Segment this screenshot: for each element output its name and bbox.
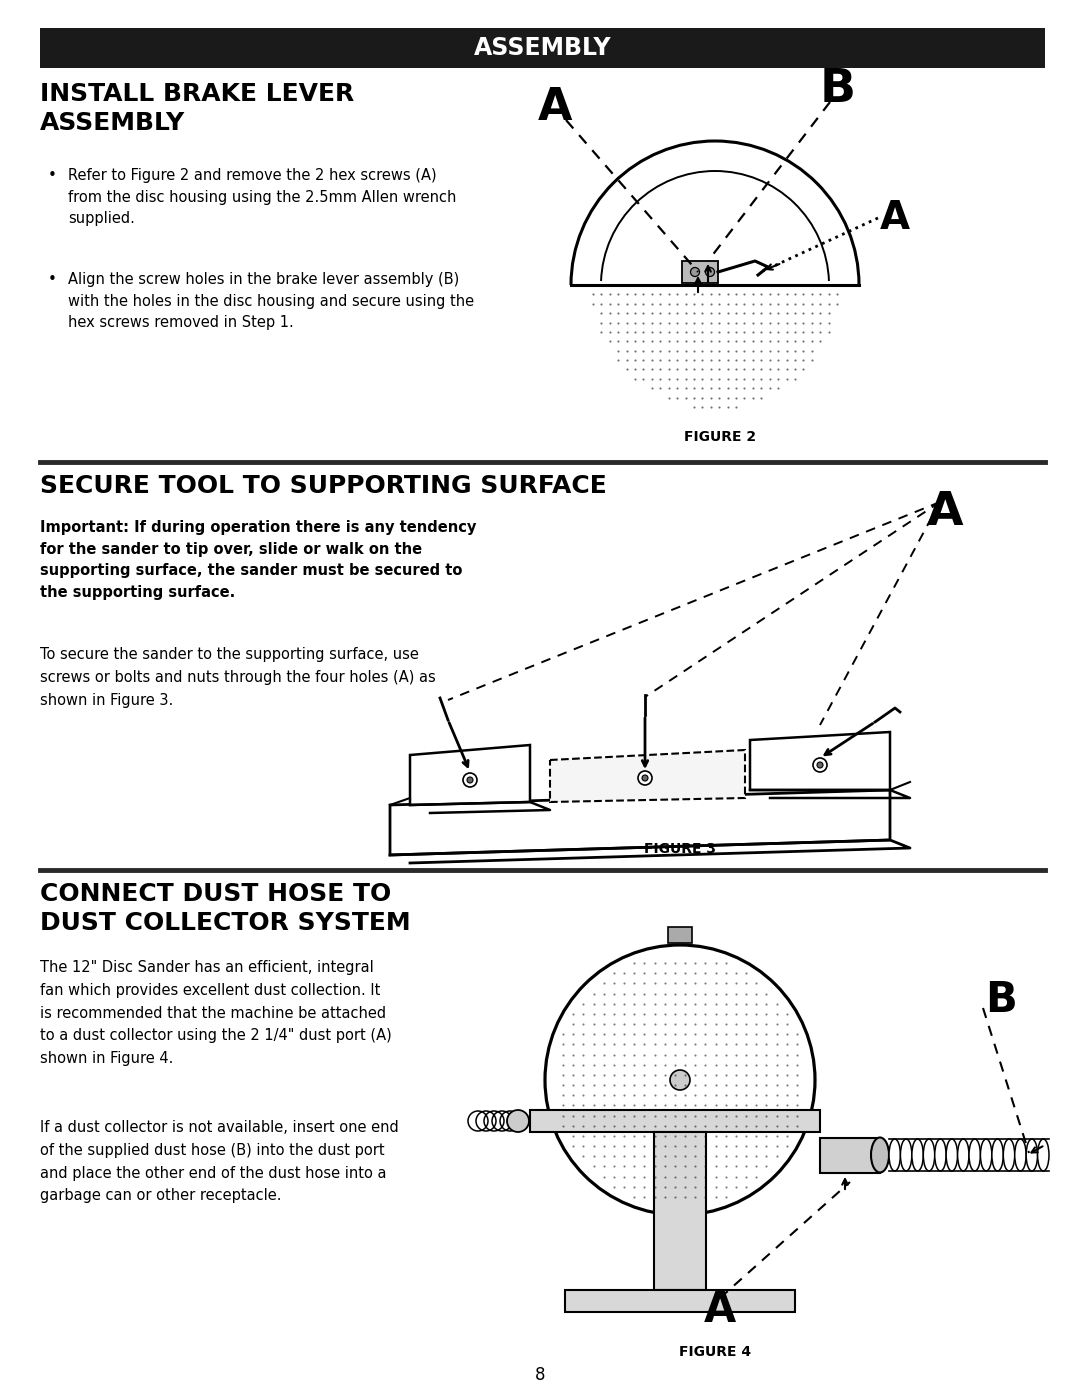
Ellipse shape [923, 1139, 934, 1171]
Text: A: A [538, 87, 572, 130]
Text: The 12" Disc Sander has an efficient, integral
fan which provides excellent dust: The 12" Disc Sander has an efficient, in… [40, 960, 392, 1066]
Ellipse shape [946, 1139, 958, 1171]
Text: If a dust collector is not available, insert one end
of the supplied dust hose (: If a dust collector is not available, in… [40, 1120, 399, 1203]
Text: Important: If during operation there is any tendency
for the sander to tip over,: Important: If during operation there is … [40, 520, 476, 599]
Ellipse shape [870, 1137, 889, 1172]
Ellipse shape [991, 1139, 1003, 1171]
Text: FIGURE 4: FIGURE 4 [679, 1345, 751, 1359]
Text: CONNECT DUST HOSE TO
DUST COLLECTOR SYSTEM: CONNECT DUST HOSE TO DUST COLLECTOR SYST… [40, 882, 410, 935]
Bar [565, 1289, 795, 1312]
Text: Align the screw holes in the brake lever assembly (B)
with the holes in the disc: Align the screw holes in the brake lever… [68, 272, 474, 330]
Text: B: B [820, 67, 856, 113]
Text: A: A [704, 1289, 737, 1331]
Circle shape [690, 267, 700, 277]
Polygon shape [410, 745, 530, 805]
Ellipse shape [958, 1139, 969, 1171]
Text: ASSEMBLY: ASSEMBLY [474, 36, 611, 60]
Bar [40, 28, 1045, 68]
Polygon shape [750, 732, 890, 789]
Ellipse shape [969, 1139, 981, 1171]
Text: FIGURE 3: FIGURE 3 [644, 842, 716, 856]
Ellipse shape [981, 1139, 991, 1171]
Text: A: A [880, 198, 910, 237]
Polygon shape [390, 789, 890, 855]
Circle shape [670, 1070, 690, 1090]
Text: SECURE TOOL TO SUPPORTING SURFACE: SECURE TOOL TO SUPPORTING SURFACE [40, 474, 607, 497]
Ellipse shape [1015, 1139, 1026, 1171]
Polygon shape [550, 750, 745, 802]
Ellipse shape [901, 1139, 912, 1171]
Ellipse shape [912, 1139, 923, 1171]
Ellipse shape [1026, 1139, 1038, 1171]
Text: Refer to Figure 2 and remove the 2 hex screws (A)
from the disc housing using th: Refer to Figure 2 and remove the 2 hex s… [68, 168, 457, 226]
Bar [530, 1111, 820, 1132]
Circle shape [816, 761, 823, 768]
Text: 8: 8 [535, 1366, 545, 1384]
Ellipse shape [889, 1139, 901, 1171]
Ellipse shape [1003, 1139, 1015, 1171]
Circle shape [463, 773, 477, 787]
Text: To secure the sander to the supporting surface, use
screws or bolts and nuts thr: To secure the sander to the supporting s… [40, 647, 435, 708]
Text: A: A [927, 490, 963, 535]
Circle shape [638, 771, 652, 785]
Circle shape [507, 1111, 529, 1132]
Ellipse shape [1038, 1139, 1049, 1171]
Circle shape [705, 267, 715, 277]
Bar [654, 1132, 706, 1289]
Text: FIGURE 2: FIGURE 2 [684, 430, 756, 444]
Circle shape [813, 759, 827, 773]
Circle shape [467, 777, 473, 782]
Bar [820, 1139, 880, 1173]
Text: B: B [985, 979, 1016, 1021]
Text: •: • [48, 272, 57, 286]
Text: •: • [48, 168, 57, 183]
Ellipse shape [934, 1139, 946, 1171]
Bar [681, 261, 718, 284]
Text: INSTALL BRAKE LEVER
ASSEMBLY: INSTALL BRAKE LEVER ASSEMBLY [40, 82, 354, 134]
Bar [669, 928, 692, 943]
Circle shape [642, 775, 648, 781]
